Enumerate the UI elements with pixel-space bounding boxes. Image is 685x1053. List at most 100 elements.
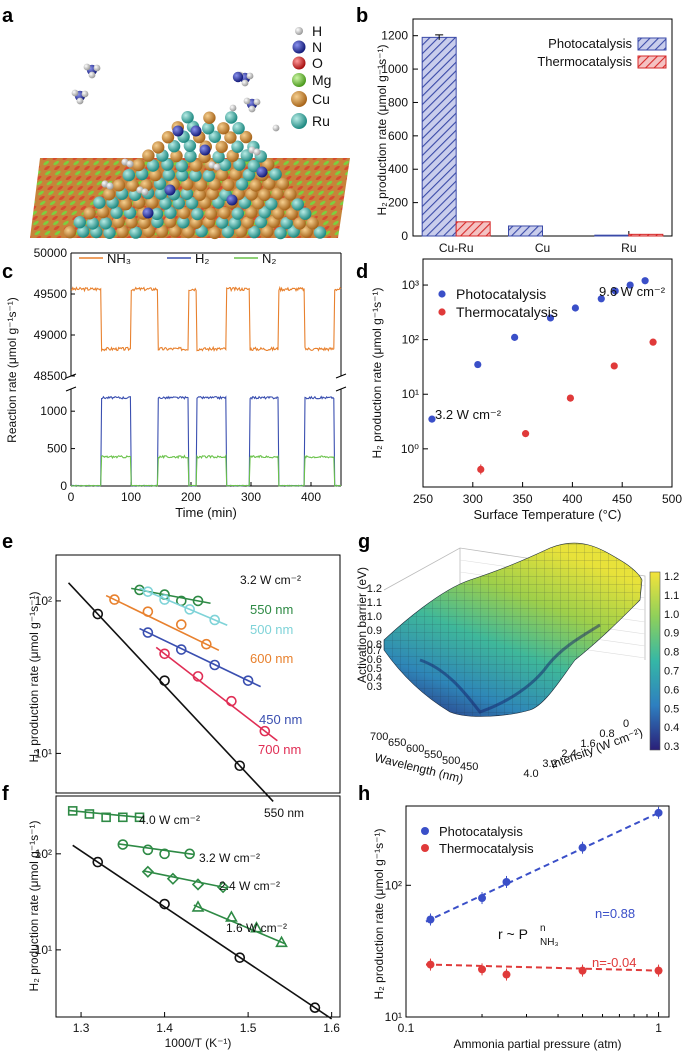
- cu-atom: [161, 131, 175, 144]
- series-label: 1.6 W cm⁻²: [226, 921, 287, 935]
- data-point: [201, 638, 212, 650]
- h-atom: [76, 97, 84, 105]
- y-tick-label: 10¹: [385, 1010, 402, 1024]
- ru-atom: [254, 215, 268, 229]
- ru-atom: [183, 139, 197, 152]
- legend-label-n: N: [312, 39, 322, 55]
- series-line-0: [70, 285, 342, 353]
- n-atom: [190, 125, 202, 137]
- ru-atom: [280, 216, 293, 230]
- legend-label: NH₃: [107, 251, 131, 266]
- y-tick-label: 3.2: [542, 758, 557, 770]
- colorbar-tick-label: 0.7: [664, 666, 679, 678]
- series-label: 500 nm: [250, 622, 293, 637]
- y-tick-label: 10³: [402, 278, 419, 292]
- h-atom: [253, 148, 261, 156]
- data-point: [649, 338, 657, 346]
- colorbar-tick-label: 1.2: [664, 571, 679, 583]
- x-tick-label: 1.4: [156, 1021, 173, 1035]
- ru-atom: [129, 226, 142, 239]
- x-tick-label: 100: [121, 490, 141, 504]
- ru-atom: [221, 225, 235, 239]
- h-atom: [272, 124, 280, 132]
- y-tick-label: 600: [388, 129, 408, 143]
- cu-atom: [194, 178, 208, 192]
- x-tick-label: 300: [463, 492, 483, 506]
- legend-marker: [438, 308, 446, 316]
- y-tick-label: 10¹: [35, 943, 52, 957]
- axis-break: [65, 386, 77, 392]
- cu-atom: [272, 207, 285, 220]
- cu-atom: [116, 225, 129, 238]
- data-point: [92, 608, 104, 620]
- data-point: [426, 960, 435, 969]
- y-tick-label: 10²: [35, 594, 52, 608]
- arrhenius-chart-f: 10¹ 10² 1.3 1.4 1.5 1.6 1000/T (K⁻¹) H₂ product…: [27, 795, 341, 1050]
- ru-atom: [235, 178, 249, 191]
- y-axis-label: H₂ production rate (μmol g⁻¹s⁻¹): [375, 45, 389, 216]
- panel-letter-c: c: [2, 261, 13, 283]
- cu-atom: [224, 131, 237, 144]
- legend-label: Thermocatalysis: [439, 841, 534, 856]
- panel-letter-b: b: [356, 5, 368, 27]
- panel-letter-g: g: [358, 531, 370, 553]
- x-tick-label: 0: [68, 490, 75, 504]
- colorbar-tick-label: 1.0: [664, 609, 679, 621]
- annotation-wavelength: 550 nm: [264, 806, 304, 820]
- cu-atom: [146, 196, 159, 209]
- y-tick-label: 800: [388, 95, 408, 109]
- h-atom: [241, 79, 249, 87]
- data-point: [159, 848, 170, 860]
- ru-atom: [232, 122, 245, 135]
- x-tick-label: 0.1: [398, 1021, 415, 1035]
- data-point: [428, 415, 436, 423]
- y-tick-label: 49500: [34, 287, 68, 301]
- data-point: [242, 675, 254, 686]
- data-point: [226, 695, 237, 707]
- legend-label: Photocatalysis: [439, 824, 523, 839]
- cu-atom: [206, 187, 219, 200]
- rate-formula: r ~ P: [498, 926, 528, 942]
- legend-label: N₂: [262, 251, 276, 266]
- ru-atom: [228, 217, 242, 230]
- x-axis-label: 1000/T (K⁻¹): [165, 1036, 232, 1050]
- data-point: [610, 362, 618, 370]
- n-atom: [199, 144, 211, 156]
- axis-break: [335, 373, 347, 379]
- n-atom: [172, 125, 184, 137]
- ru-atom: [86, 217, 99, 230]
- line-chart-c: 48500 49000 49500 50000 0 500 1000 0 100 200 300 40…: [5, 246, 347, 520]
- data-point: [209, 659, 221, 671]
- cu-atom: [241, 216, 255, 229]
- y-tick-label: 500: [47, 442, 67, 456]
- cu-atom: [140, 179, 153, 192]
- bar-chart-b: 0 200 400 600 800 1000 1200 Cu-Ru Cu Ru H₂ product…: [375, 18, 673, 255]
- cu-atom: [142, 149, 155, 162]
- x-tick-label: 500: [662, 492, 682, 506]
- cu-atom: [138, 216, 151, 229]
- legend-swatch-thermocatalysis: [637, 55, 667, 69]
- z-tick-label: 0.9: [367, 625, 382, 637]
- z-tick-label: 0.5: [367, 663, 382, 675]
- ru-atom: [77, 225, 90, 238]
- plot-frame: [405, 805, 670, 1018]
- panel-f: f 10¹ 10² 1.3 1.4 1.5 1.6 1000/T (K⁻¹) H₂ produ…: [2, 783, 341, 1050]
- data-point: [578, 843, 587, 852]
- ru-atom: [191, 207, 204, 221]
- cu-atom: [203, 111, 216, 124]
- ru-atom: [233, 158, 246, 171]
- ru-atom: [181, 111, 194, 124]
- data-point: [134, 812, 145, 823]
- axis-break: [335, 386, 347, 392]
- y-tick-label: 10¹: [35, 746, 52, 760]
- cu-atom: [169, 225, 182, 238]
- x-tick-label: 450: [460, 761, 478, 773]
- y-tick-label: 10¹: [402, 387, 419, 401]
- cu-atom: [155, 225, 169, 238]
- data-point: [67, 806, 78, 816]
- data-point: [142, 627, 154, 638]
